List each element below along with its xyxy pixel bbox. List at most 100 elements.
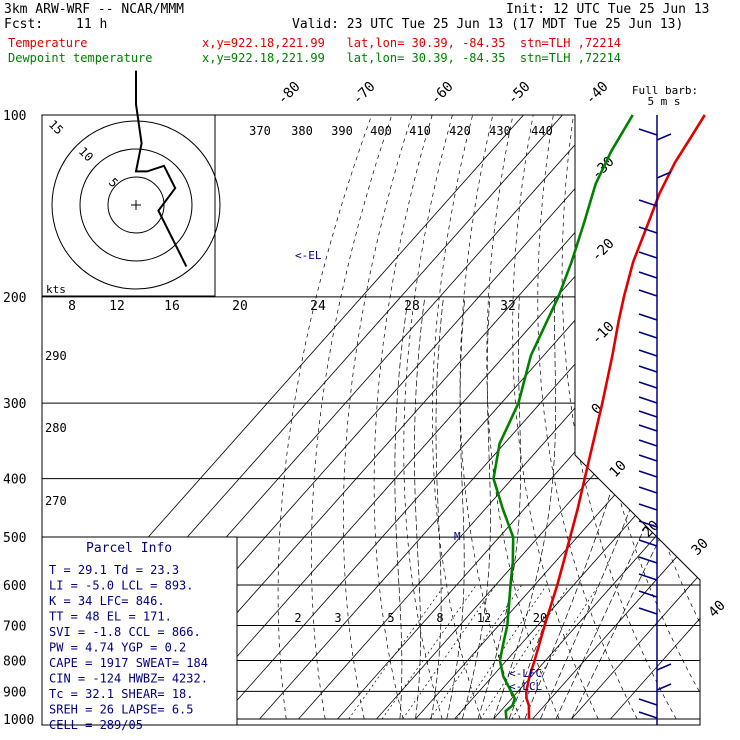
hodograph-axis-tick: 28	[404, 299, 420, 314]
moist-adiabat-line	[461, 296, 491, 720]
pressure-label: 500	[3, 531, 26, 546]
mixing-ratio-label: 20	[533, 611, 547, 625]
wind-barb	[638, 520, 658, 528]
isotherm-line	[610, 115, 700, 720]
mixing-ratio-label: 2	[294, 611, 301, 625]
dry-adiabat-line	[561, 115, 677, 720]
wind-barb-header: Full barb:	[632, 84, 698, 97]
dry-adiabat-line	[715, 115, 740, 719]
theta-label: 410	[409, 124, 431, 138]
mixing-ratio-label: 5	[387, 611, 394, 625]
pressure-label: 1000	[3, 713, 34, 728]
theta-label: 440	[531, 124, 553, 138]
wind-barb	[638, 349, 658, 357]
storm-motion-marker: M	[454, 530, 461, 543]
wind-barb	[638, 698, 658, 706]
isotherm-line	[298, 115, 700, 720]
wind-barb	[638, 128, 658, 136]
isotherm-line	[571, 115, 700, 720]
isotherm-line	[376, 115, 700, 720]
isotherm-label: -60	[428, 79, 457, 108]
dry-adiabat-line	[673, 115, 700, 720]
dry-adiabat-line	[735, 115, 740, 719]
dry-adiabat-line	[585, 115, 700, 720]
parcel-info-row: LI = -5.0 LCL = 893.	[49, 579, 194, 593]
pressure-label: 900	[3, 685, 26, 700]
dry-adiabat-line	[630, 115, 700, 720]
moist-adiabat-line	[394, 296, 409, 720]
level-annotation: <-LFC	[509, 667, 542, 680]
init-time: Init: 12 UTC Tue 25 Jun 13	[506, 2, 710, 17]
dewpoint-legend: Dewpoint temperature	[8, 51, 153, 65]
wind-barb	[638, 486, 658, 494]
dry-adiabat-line	[311, 115, 393, 720]
moist-adiabat-line	[430, 296, 444, 720]
mixing-ratio-line	[381, 584, 477, 720]
isotherm-label: 30	[689, 536, 712, 559]
isotherm-line	[454, 115, 700, 720]
wind-barb-unit: 5 m s	[647, 95, 680, 108]
dry-adiabat-line	[512, 115, 599, 720]
moist-adiabat-line	[539, 296, 696, 720]
dry-adiabat-line	[652, 115, 700, 720]
theta-label: 400	[370, 124, 392, 138]
temperature-location: x,y=922.18,221.99 lat,lon= 30.39, -84.35…	[202, 36, 622, 50]
dry-adiabat-line	[373, 115, 433, 720]
pressure-label: 100	[3, 109, 26, 124]
isotherm-line	[220, 115, 700, 720]
wind-barb	[638, 424, 658, 432]
dry-adiabat-line	[277, 115, 373, 720]
dry-adiabat-line	[403, 115, 453, 720]
hodograph-axis-tick: 32	[500, 299, 516, 314]
parcel-info-row: Tc = 32.1 SHEAR= 18.	[49, 687, 194, 701]
mixing-ratio-line	[348, 584, 445, 720]
mixing-ratio-label: 8	[436, 611, 443, 625]
wind-barb	[656, 133, 672, 141]
theta-label: 370	[249, 124, 271, 138]
pressure-label: 600	[3, 579, 26, 594]
wind-barb	[638, 573, 658, 581]
dry-adiabat-line	[608, 115, 700, 720]
temperature-profile	[525, 114, 706, 720]
parcel-info-row: CIN = -124 HWBZ= 4232.	[49, 672, 208, 686]
hodograph-trace	[134, 70, 188, 268]
parcel-info-row: CAPE = 1917 SWEAT= 184	[49, 656, 208, 670]
wind-barb	[638, 251, 658, 259]
pressure-label: 700	[3, 619, 26, 634]
isotherm-label: 10	[607, 458, 630, 481]
moist-adiabat-line	[446, 296, 466, 720]
hodograph-axis-tick: 8	[68, 299, 76, 314]
mixing-ratio-line	[456, 584, 547, 720]
parcel-info-row: TT = 48 EL = 171.	[49, 610, 172, 624]
mixing-ratio-line	[429, 584, 522, 720]
isotherm-label: 40	[706, 598, 729, 621]
theta-label: 420	[449, 124, 471, 138]
dry-adiabat-label: 270	[45, 494, 67, 508]
wind-barb	[656, 663, 672, 671]
wind-barb	[638, 271, 658, 279]
pressure-label: 300	[3, 397, 26, 412]
dry-adiabat-line	[343, 115, 413, 720]
theta-label: 380	[291, 124, 313, 138]
dewpoint-profile	[492, 114, 634, 720]
theta-label: 390	[331, 124, 353, 138]
theta-label: 430	[489, 124, 511, 138]
wind-barb	[638, 503, 658, 511]
dewpoint-location: x,y=922.18,221.99 lat,lon= 30.39, -84.35…	[202, 51, 622, 65]
dry-adiabat-line	[694, 115, 700, 720]
wind-barb	[638, 556, 658, 564]
wind-barb	[638, 590, 658, 598]
parcel-info-row: CELL = 289/05	[49, 718, 143, 732]
model-title: 3km ARW-WRF -- NCAR/MMM	[4, 2, 185, 17]
wind-barb	[638, 226, 658, 234]
isotherm-line	[337, 115, 700, 720]
hodograph-box	[41, 114, 216, 297]
mixing-ratio-label: 3	[334, 611, 341, 625]
isotherm-label: -80	[275, 79, 304, 108]
mixing-ratio-line	[402, 584, 497, 720]
parcel-info-row: SREH = 26 LAPSE= 6.5	[49, 703, 194, 717]
parcel-info-title: Parcel Info	[86, 541, 172, 556]
wind-barb	[638, 381, 658, 389]
moist-adiabat-line	[524, 296, 646, 720]
parcel-info-row: K = 34 LFC= 846.	[49, 594, 165, 608]
